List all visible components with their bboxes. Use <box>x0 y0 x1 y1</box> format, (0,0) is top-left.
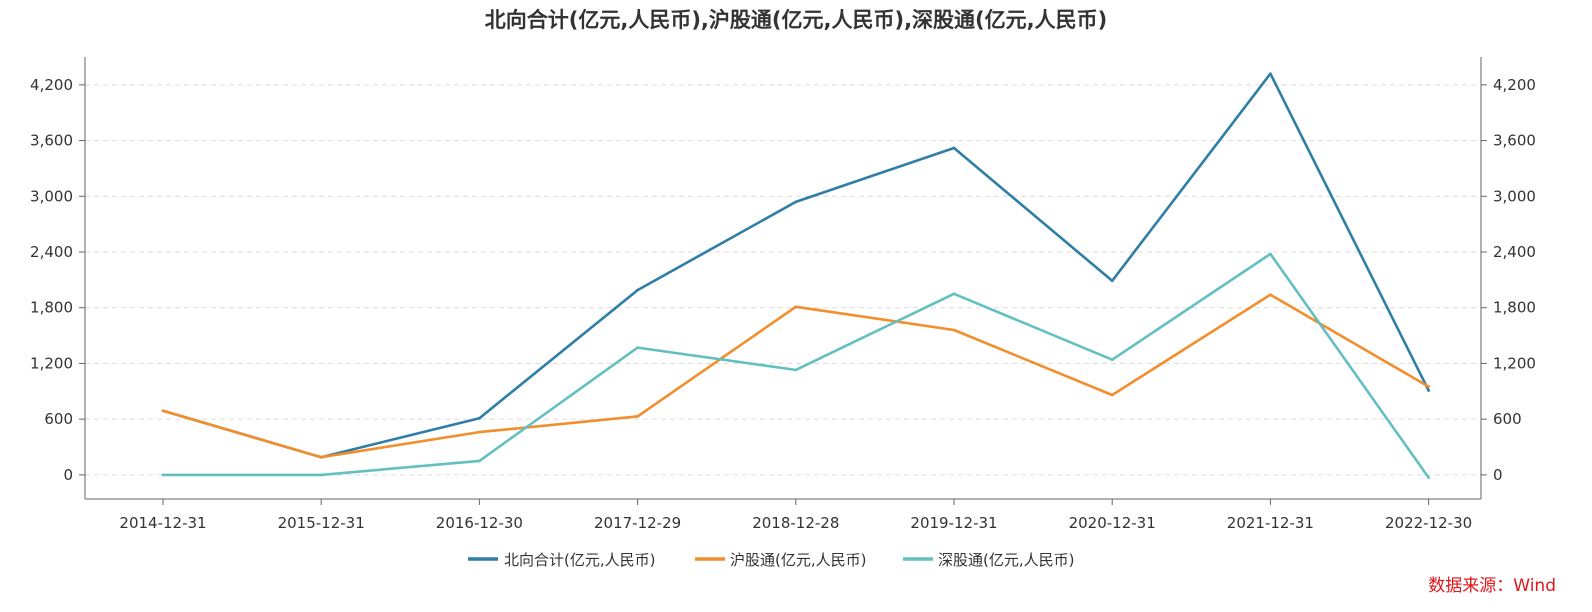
y-tick-label-left: 600 <box>44 410 73 428</box>
data-point <box>161 409 165 413</box>
data-point <box>1110 358 1114 362</box>
x-tick-label: 2016-12-30 <box>436 514 523 532</box>
y-tick-label-left: 4,200 <box>30 76 73 94</box>
data-point <box>478 430 481 434</box>
x-tick-label: 2018-12-28 <box>752 514 839 532</box>
data-point <box>478 416 481 420</box>
data-point <box>794 200 798 204</box>
series-lines <box>161 72 1430 480</box>
data-point <box>1427 476 1430 480</box>
y-tick-label-right: 600 <box>1493 410 1522 428</box>
data-point <box>319 455 323 459</box>
data-point <box>794 305 798 309</box>
y-tick-label-right: 0 <box>1493 466 1503 484</box>
y-tick-label-left: 3,600 <box>30 132 73 150</box>
source-note: 数据来源：Wind <box>1428 576 1556 596</box>
y-tick-label-left: 1,800 <box>30 299 73 317</box>
data-point <box>1269 252 1272 256</box>
x-tick-label: 2014-12-31 <box>119 514 206 532</box>
legend: 北向合计(亿元,人民币) 沪股通(亿元,人民币) 深股通(亿元,人民币) <box>468 551 1074 569</box>
data-point <box>636 288 639 292</box>
series-line-1 <box>161 72 1430 459</box>
x-tick-label: 2022-12-30 <box>1385 514 1472 532</box>
y-tick-label-left: 0 <box>63 466 73 484</box>
y-tick-label-left: 2,400 <box>30 243 73 261</box>
x-tick-label: 2020-12-31 <box>1069 514 1156 532</box>
data-point <box>319 473 323 477</box>
x-tick-label: 2019-12-31 <box>910 514 997 532</box>
data-point <box>1110 393 1114 397</box>
y-tick-label-right: 4,200 <box>1493 76 1536 94</box>
series-line-2 <box>161 293 1430 459</box>
legend-label-1: 北向合计(亿元,人民币) <box>504 551 655 569</box>
y-tick-label-right: 2,400 <box>1493 243 1536 261</box>
y-tick-label-left: 1,200 <box>30 354 73 372</box>
x-tick-label: 2021-12-31 <box>1227 514 1314 532</box>
y-tick-label-right: 1,200 <box>1493 354 1536 372</box>
data-point <box>161 473 165 477</box>
data-point <box>952 292 956 296</box>
data-point <box>1427 388 1430 392</box>
data-point <box>1110 279 1114 283</box>
data-point <box>636 346 639 350</box>
y-tick-label-right: 1,800 <box>1493 299 1536 317</box>
y-tick-label-right: 3,600 <box>1493 132 1536 150</box>
data-point <box>636 414 639 418</box>
data-point <box>952 328 956 332</box>
data-point <box>1427 385 1430 389</box>
chart-title: 北向合计(亿元,人民币),沪股通(亿元,人民币),深股通(亿元,人民币) <box>484 8 1108 32</box>
y-tick-label-left: 3,000 <box>30 187 73 205</box>
legend-label-3: 深股通(亿元,人民币) <box>938 551 1074 569</box>
x-tick-label: 2017-12-29 <box>594 514 681 532</box>
data-point <box>952 146 956 150</box>
legend-label-2: 沪股通(亿元,人民币) <box>730 551 866 569</box>
x-tick-label: 2015-12-31 <box>278 514 365 532</box>
y-tick-label-right: 3,000 <box>1493 187 1536 205</box>
series-line-3 <box>161 252 1430 479</box>
grid-lines <box>85 84 1481 476</box>
data-point <box>1269 293 1272 297</box>
data-point <box>478 459 481 463</box>
axes: 0 0 600 600 1,200 1,200 1,800 1,800 2,400 2,400 3,… <box>30 57 1536 532</box>
data-point <box>1269 72 1272 76</box>
data-point <box>794 368 798 372</box>
